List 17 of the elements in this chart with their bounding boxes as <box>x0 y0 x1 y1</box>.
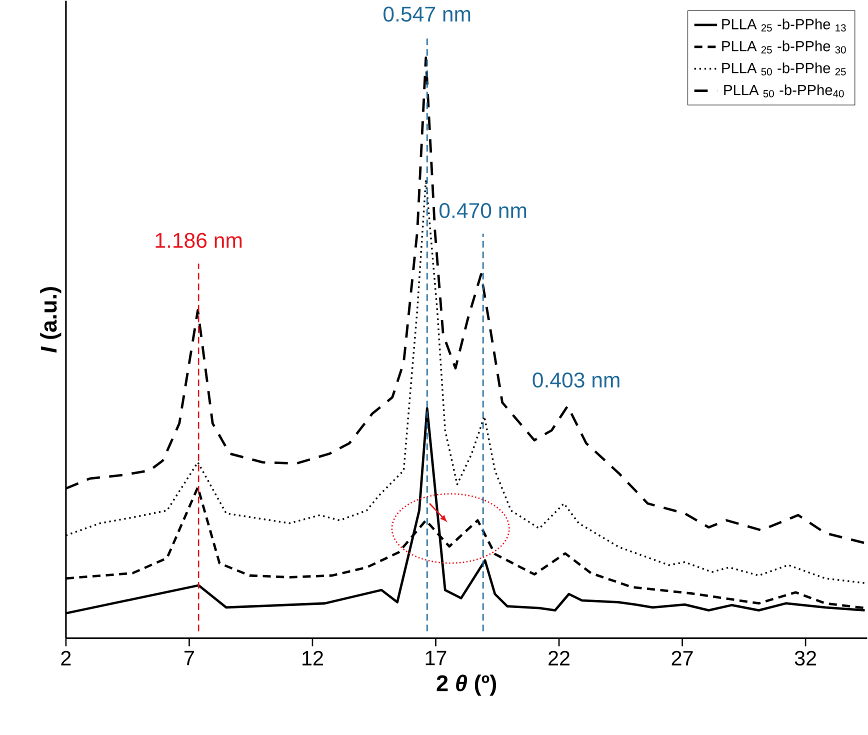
ref-line-label: 0.547 nm <box>384 6 470 22</box>
legend-label: PLLA $_{50}$ -b-PPhe $_{25}$ <box>722 62 846 76</box>
ref-line-label: 0.470 nm <box>439 202 526 218</box>
x-axis-title: 2 θ (º) <box>436 674 496 696</box>
ref-line-label: 1.186 nm <box>156 232 242 248</box>
x-tick-label: 12 <box>302 650 323 666</box>
x-tick-label: 32 <box>794 650 816 666</box>
x-tick-label: 17 <box>426 650 446 666</box>
legend-label: PLLA $_{25}$ -b-PPhe $_{13}$ <box>722 18 846 32</box>
legend-label: PLLA $_{50}$ -b-PPhe$_{40}$ <box>724 84 844 98</box>
x-tick-label: 27 <box>672 650 693 666</box>
y-axis-title: I (a.u.) <box>40 287 62 353</box>
annotation: 0.403 nm <box>532 372 620 388</box>
legend-label: PLLA $_{25}$ -b-PPhe $_{30}$ <box>722 40 846 54</box>
x-tick-label: 2 <box>61 650 71 666</box>
x-tick-label: 7 <box>184 650 194 666</box>
x-tick-label: 22 <box>548 650 570 666</box>
